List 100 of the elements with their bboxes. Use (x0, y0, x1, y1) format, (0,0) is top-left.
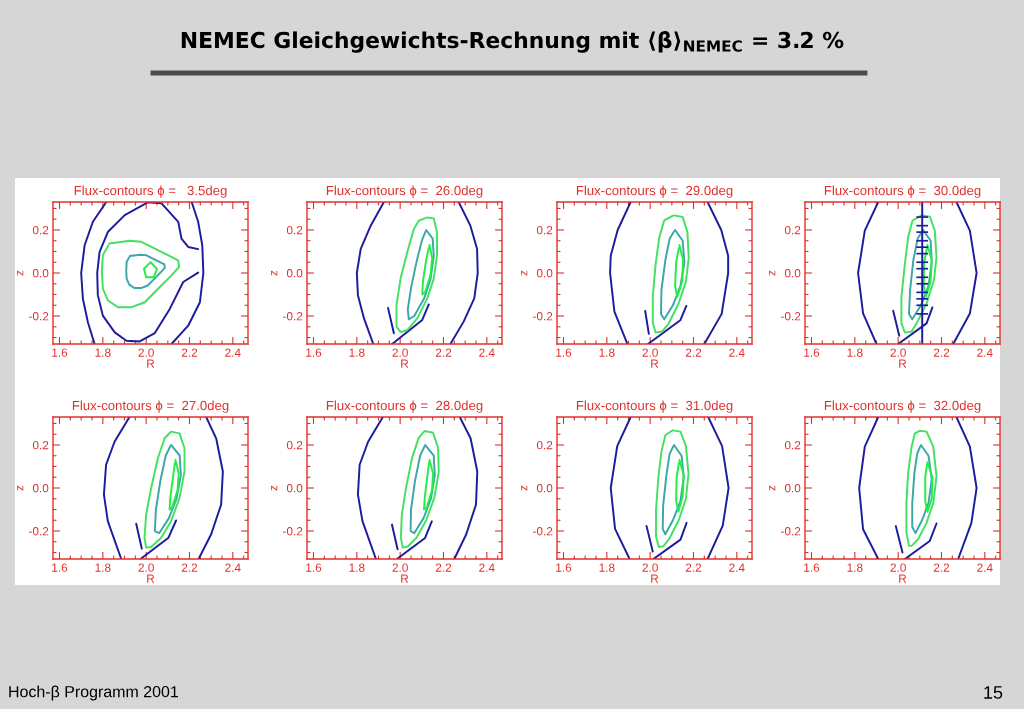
x-tick-label: 2.4 (977, 348, 993, 357)
x-tick-label: 2.0 (392, 348, 408, 357)
x-tick-label: 1.6 (52, 348, 68, 357)
chart-title: Flux-contours ϕ = 31.0deg (576, 400, 733, 413)
x-tick-label: 2.2 (685, 348, 702, 357)
x-axis-title: R (147, 574, 155, 583)
line-series (857, 202, 880, 344)
y-tick-label: 0.2 (286, 226, 303, 235)
x-axis-title: R (899, 574, 907, 583)
y-tick-label: 0.2 (536, 441, 553, 450)
y-tick-label: 0.0 (286, 269, 303, 278)
y-tick-label: 0.2 (286, 441, 303, 450)
line-series (409, 444, 436, 535)
text: NEMEC Gleichgewichts-Rechnung mit ⟨β⟩$_{NEMEC}$ = 3.2 % (181, 31, 844, 53)
y-tick-label: 0.0 (536, 484, 553, 493)
x-tick-label: 2.2 (435, 563, 452, 572)
line-series (609, 417, 632, 559)
x-tick-label: 2.0 (138, 563, 154, 572)
y-tick-label: 0.2 (32, 441, 49, 450)
y-tick-label: -0.2 (283, 527, 303, 536)
line-series (101, 239, 181, 309)
x-tick-label: 1.6 (556, 348, 572, 357)
y-tick-label: 0.0 (286, 484, 303, 493)
line-series (449, 202, 479, 344)
x-tick-label: 1.6 (52, 563, 68, 572)
y-tick-label: -0.2 (283, 312, 303, 321)
line-series (703, 202, 730, 344)
y-axis-title: z (271, 485, 278, 491)
y-tick-label: -0.2 (781, 312, 801, 321)
line-series (908, 229, 933, 321)
x-tick-label: 2.0 (890, 348, 906, 357)
y-axis-title: z (769, 270, 776, 276)
y-tick-label: 0.2 (784, 441, 801, 450)
line-series (905, 429, 938, 547)
line-series (421, 244, 434, 296)
line-series (153, 444, 182, 535)
x-tick-label: 2.4 (729, 348, 745, 357)
line-series (399, 430, 440, 549)
x-tick-label: 1.6 (804, 348, 820, 357)
text: 15 (984, 686, 1003, 699)
chart-title: Flux-contours ϕ = 28.0deg (326, 400, 483, 413)
text: Hoch-β Programm 2001 (9, 685, 178, 701)
line-series (661, 444, 685, 536)
line-series (170, 202, 205, 344)
line-series (395, 216, 438, 334)
line-series (80, 202, 108, 344)
line-series (674, 244, 685, 298)
y-axis-title: z (769, 485, 776, 491)
x-tick-label: 2.4 (977, 563, 993, 572)
line-series (924, 461, 934, 513)
y-tick-label: 0.0 (32, 484, 49, 493)
line-series (355, 202, 385, 344)
line-series (900, 214, 938, 334)
line-series (453, 417, 479, 559)
y-tick-label: 0.2 (32, 226, 49, 235)
x-tick-label: 2.4 (729, 563, 745, 572)
line-series (143, 430, 186, 549)
line-series (651, 214, 690, 334)
y-tick-label: -0.2 (29, 527, 49, 536)
x-tick-label: 2.0 (890, 563, 906, 572)
line-series (356, 417, 384, 559)
line-series (423, 459, 435, 511)
chart-title: Flux-contours ϕ = 26.0deg (326, 185, 483, 198)
line-series (858, 417, 880, 559)
x-tick-label: 2.2 (685, 563, 702, 572)
line-series (168, 459, 180, 511)
y-tick-label: -0.2 (533, 312, 553, 321)
y-tick-label: -0.2 (533, 527, 553, 536)
x-tick-label: 2.2 (435, 348, 452, 357)
line-series (675, 459, 685, 513)
x-tick-label: 1.8 (95, 348, 111, 357)
x-tick-label: 1.8 (847, 348, 863, 357)
x-tick-label: 1.6 (306, 563, 322, 572)
x-tick-label: 2.2 (181, 348, 198, 357)
x-tick-label: 1.8 (349, 563, 365, 572)
line-series (706, 417, 730, 559)
x-tick-label: 2.4 (479, 348, 495, 357)
y-tick-label: 0.0 (536, 269, 553, 278)
chart-title: Flux-contours ϕ = 3.5deg (74, 185, 227, 198)
x-axis-title: R (899, 359, 907, 368)
y-axis-title: z (17, 270, 24, 276)
x-tick-label: 1.8 (847, 563, 863, 572)
chart-title: Flux-contours ϕ = 32.0deg (824, 400, 981, 413)
x-tick-label: 1.8 (349, 348, 365, 357)
x-axis-title: R (147, 359, 155, 368)
y-tick-label: 0.2 (784, 226, 801, 235)
x-axis-title: R (651, 359, 659, 368)
x-tick-label: 1.6 (556, 563, 572, 572)
line-series (96, 202, 200, 343)
line-series (197, 417, 224, 559)
x-tick-label: 2.0 (642, 348, 658, 357)
chart-title: Flux-contours ϕ = 29.0deg (576, 185, 733, 198)
y-axis-title: z (521, 485, 528, 491)
line-series (660, 229, 686, 321)
line-series (406, 229, 435, 321)
line-series (143, 261, 158, 279)
y-axis-title: z (521, 270, 528, 276)
y-tick-label: -0.2 (781, 527, 801, 536)
x-tick-label: 2.4 (225, 348, 241, 357)
x-tick-label: 1.6 (306, 348, 322, 357)
